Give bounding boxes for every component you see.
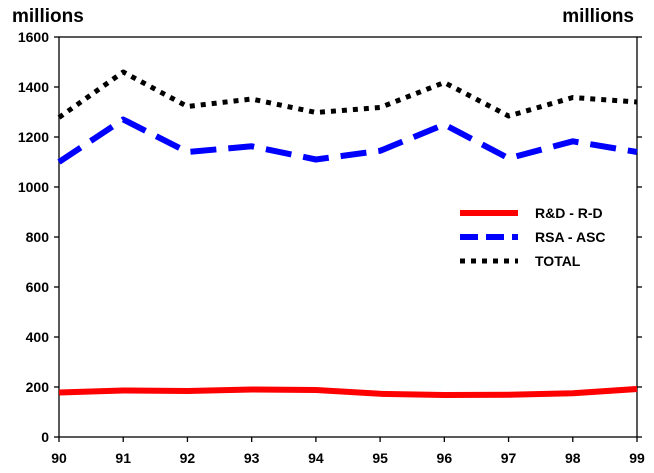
y-tick-label: 400 [26, 329, 50, 345]
x-tick-label: 98 [565, 450, 581, 466]
x-axis: 90 91 92 93 94 95 96 97 98 99 [51, 437, 645, 466]
series-line-1 [57, 116, 638, 165]
y-tick-label: 1000 [18, 179, 49, 195]
legend-label-0: R&D - R-D [535, 205, 603, 221]
x-tick-label: 96 [437, 450, 453, 466]
x-tick-label: 91 [115, 450, 131, 466]
series-line-2 [57, 69, 638, 120]
series-layer [57, 69, 638, 398]
x-tick-label: 92 [180, 450, 196, 466]
x-tick-label: 93 [244, 450, 260, 466]
y-axis: 0 200 400 600 800 1000 1200 1400 1600 [18, 29, 642, 445]
legend-label-1: RSA - ASC [535, 229, 606, 245]
y-tick-label: 200 [26, 379, 50, 395]
y-tick-label: 600 [26, 279, 50, 295]
y-tick-label: 1600 [18, 29, 49, 45]
y-tick-label: 800 [26, 229, 50, 245]
y-axis-unit-right: millions [562, 6, 634, 27]
x-tick-label: 99 [629, 450, 645, 466]
legend: R&D - R-D RSA - ASC TOTAL [460, 205, 606, 269]
y-tick-label: 1200 [18, 129, 49, 145]
legend-label-2: TOTAL [535, 253, 581, 269]
y-tick-label: 1400 [18, 79, 49, 95]
x-tick-label: 90 [51, 450, 67, 466]
series-line-0 [58, 386, 638, 398]
x-tick-label: 97 [501, 450, 517, 466]
y-axis-unit-left: millions [12, 6, 84, 27]
y-tick-label: 0 [41, 429, 49, 445]
x-tick-label: 94 [308, 450, 324, 466]
x-tick-label: 95 [372, 450, 388, 466]
